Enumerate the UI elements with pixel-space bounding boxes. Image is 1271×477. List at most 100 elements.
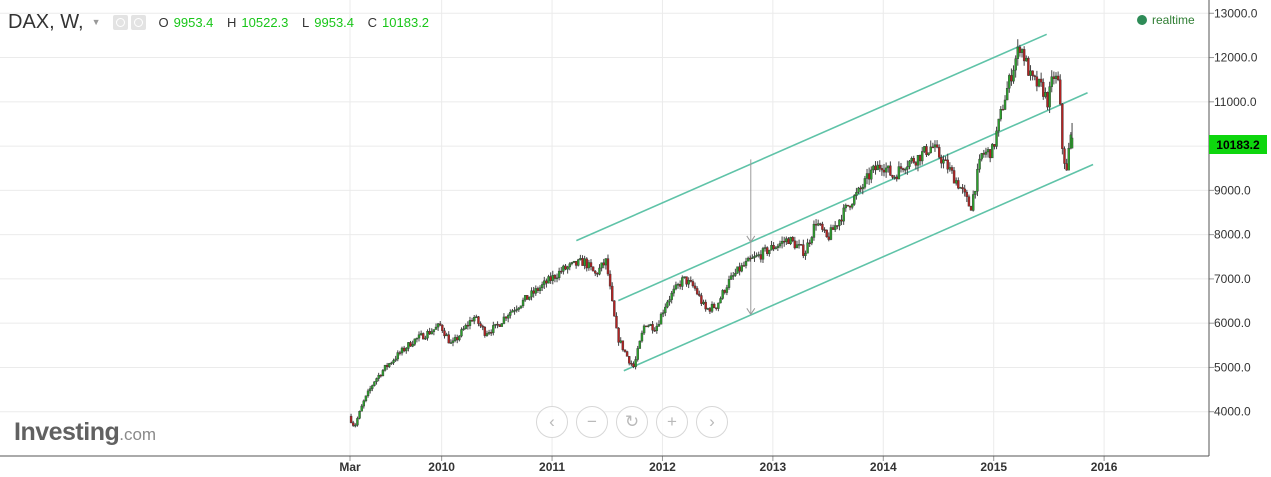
candle-body <box>959 187 962 189</box>
candle-body <box>753 256 756 258</box>
candle-body <box>1054 75 1058 79</box>
candle-body <box>880 168 884 171</box>
candle-body <box>368 388 372 392</box>
candle-body <box>1027 58 1030 76</box>
candle-body <box>819 223 822 225</box>
candle-body <box>1003 99 1007 110</box>
candle-body <box>925 146 928 156</box>
x-tick-label: 2011 <box>539 460 565 474</box>
candle-body <box>957 180 960 189</box>
candle-body <box>451 340 455 343</box>
candle-body <box>502 316 506 324</box>
candle-body <box>360 405 363 412</box>
x-tick-label: 2010 <box>428 460 455 474</box>
current-price-tag: 10183.2 <box>1209 135 1267 154</box>
candle-body <box>783 240 786 243</box>
candle-body <box>670 292 673 300</box>
candle-body <box>810 237 814 244</box>
candle-body <box>944 159 947 161</box>
candle-body <box>995 130 998 147</box>
minus-icon[interactable]: − <box>576 406 608 438</box>
candle-body <box>961 187 964 190</box>
candle-body <box>413 338 416 345</box>
candle-body <box>543 280 546 285</box>
candle-body <box>664 306 667 313</box>
candle-body <box>521 299 525 307</box>
candle-body <box>808 242 811 245</box>
chart-navigation: ‹ − ↻ + › <box>536 406 728 438</box>
candle-body <box>1070 137 1074 149</box>
candle-body <box>655 325 659 331</box>
candle-body <box>1010 75 1013 82</box>
candle-body <box>430 331 433 335</box>
candle-body <box>613 300 616 317</box>
chevron-right-icon[interactable]: › <box>696 406 728 438</box>
candle-body <box>409 342 412 347</box>
candle-body <box>974 190 977 195</box>
eye-icon[interactable] <box>112 14 128 30</box>
candle-body <box>734 273 737 276</box>
candle-body <box>445 334 448 337</box>
candle-body <box>719 298 722 304</box>
candle-body <box>933 144 937 148</box>
candle-body <box>657 323 661 327</box>
candle-body <box>793 240 797 249</box>
candle-body <box>821 223 824 230</box>
candle-body <box>955 180 958 184</box>
open-key: O <box>158 14 169 30</box>
candle-body <box>464 324 467 329</box>
realtime-label: realtime <box>1152 13 1195 27</box>
investing-logo[interactable]: Investing.com <box>14 418 156 447</box>
y-tick-label: 7000.0 <box>1214 272 1251 286</box>
candle-body <box>362 400 366 407</box>
candle-body <box>373 381 376 386</box>
candle-body <box>453 337 457 341</box>
chevron-left-icon[interactable]: ‹ <box>536 406 568 438</box>
candle-body <box>1018 46 1022 53</box>
candle-body <box>1037 78 1041 87</box>
candle-body <box>1012 69 1015 82</box>
candle-body <box>358 411 361 419</box>
candle-body <box>840 219 843 222</box>
channel-line <box>576 33 1048 242</box>
candle-body <box>617 327 620 343</box>
candle-body <box>827 236 831 240</box>
candle-body <box>625 351 629 357</box>
candle-body <box>980 153 983 160</box>
candle-body <box>904 169 907 171</box>
candle-body <box>710 303 714 312</box>
high-key: H <box>227 14 237 30</box>
candle-body <box>651 324 654 331</box>
candle-body <box>706 308 709 310</box>
candles <box>349 39 1074 428</box>
candle-body <box>942 159 945 164</box>
candle-body <box>405 348 408 352</box>
candle-body <box>468 320 472 326</box>
candle-body <box>642 325 646 334</box>
reset-icon[interactable]: ↻ <box>616 406 648 438</box>
candle-body <box>863 178 867 188</box>
plus-icon[interactable]: + <box>656 406 688 438</box>
candle-body <box>351 422 355 426</box>
candle-body <box>787 238 790 245</box>
candle-body <box>396 352 399 360</box>
candle-body <box>842 207 845 222</box>
candle-body <box>1025 58 1028 62</box>
candle-body <box>443 330 446 337</box>
candle-body <box>672 288 676 294</box>
candle-body <box>349 415 353 423</box>
candle-body <box>424 337 427 340</box>
chevron-down-icon[interactable]: ▼ <box>91 17 101 27</box>
candle-body <box>759 254 763 260</box>
candle-body <box>549 276 552 281</box>
candle-body <box>460 329 463 337</box>
settings-icon[interactable] <box>130 14 146 30</box>
candle-body <box>738 266 741 272</box>
candle-body <box>676 284 680 286</box>
candle-body <box>621 340 625 351</box>
candle-body <box>986 149 990 153</box>
candle-body <box>976 168 979 192</box>
candle-body <box>456 337 459 341</box>
candle-body <box>795 244 799 249</box>
candle-body <box>872 165 875 171</box>
